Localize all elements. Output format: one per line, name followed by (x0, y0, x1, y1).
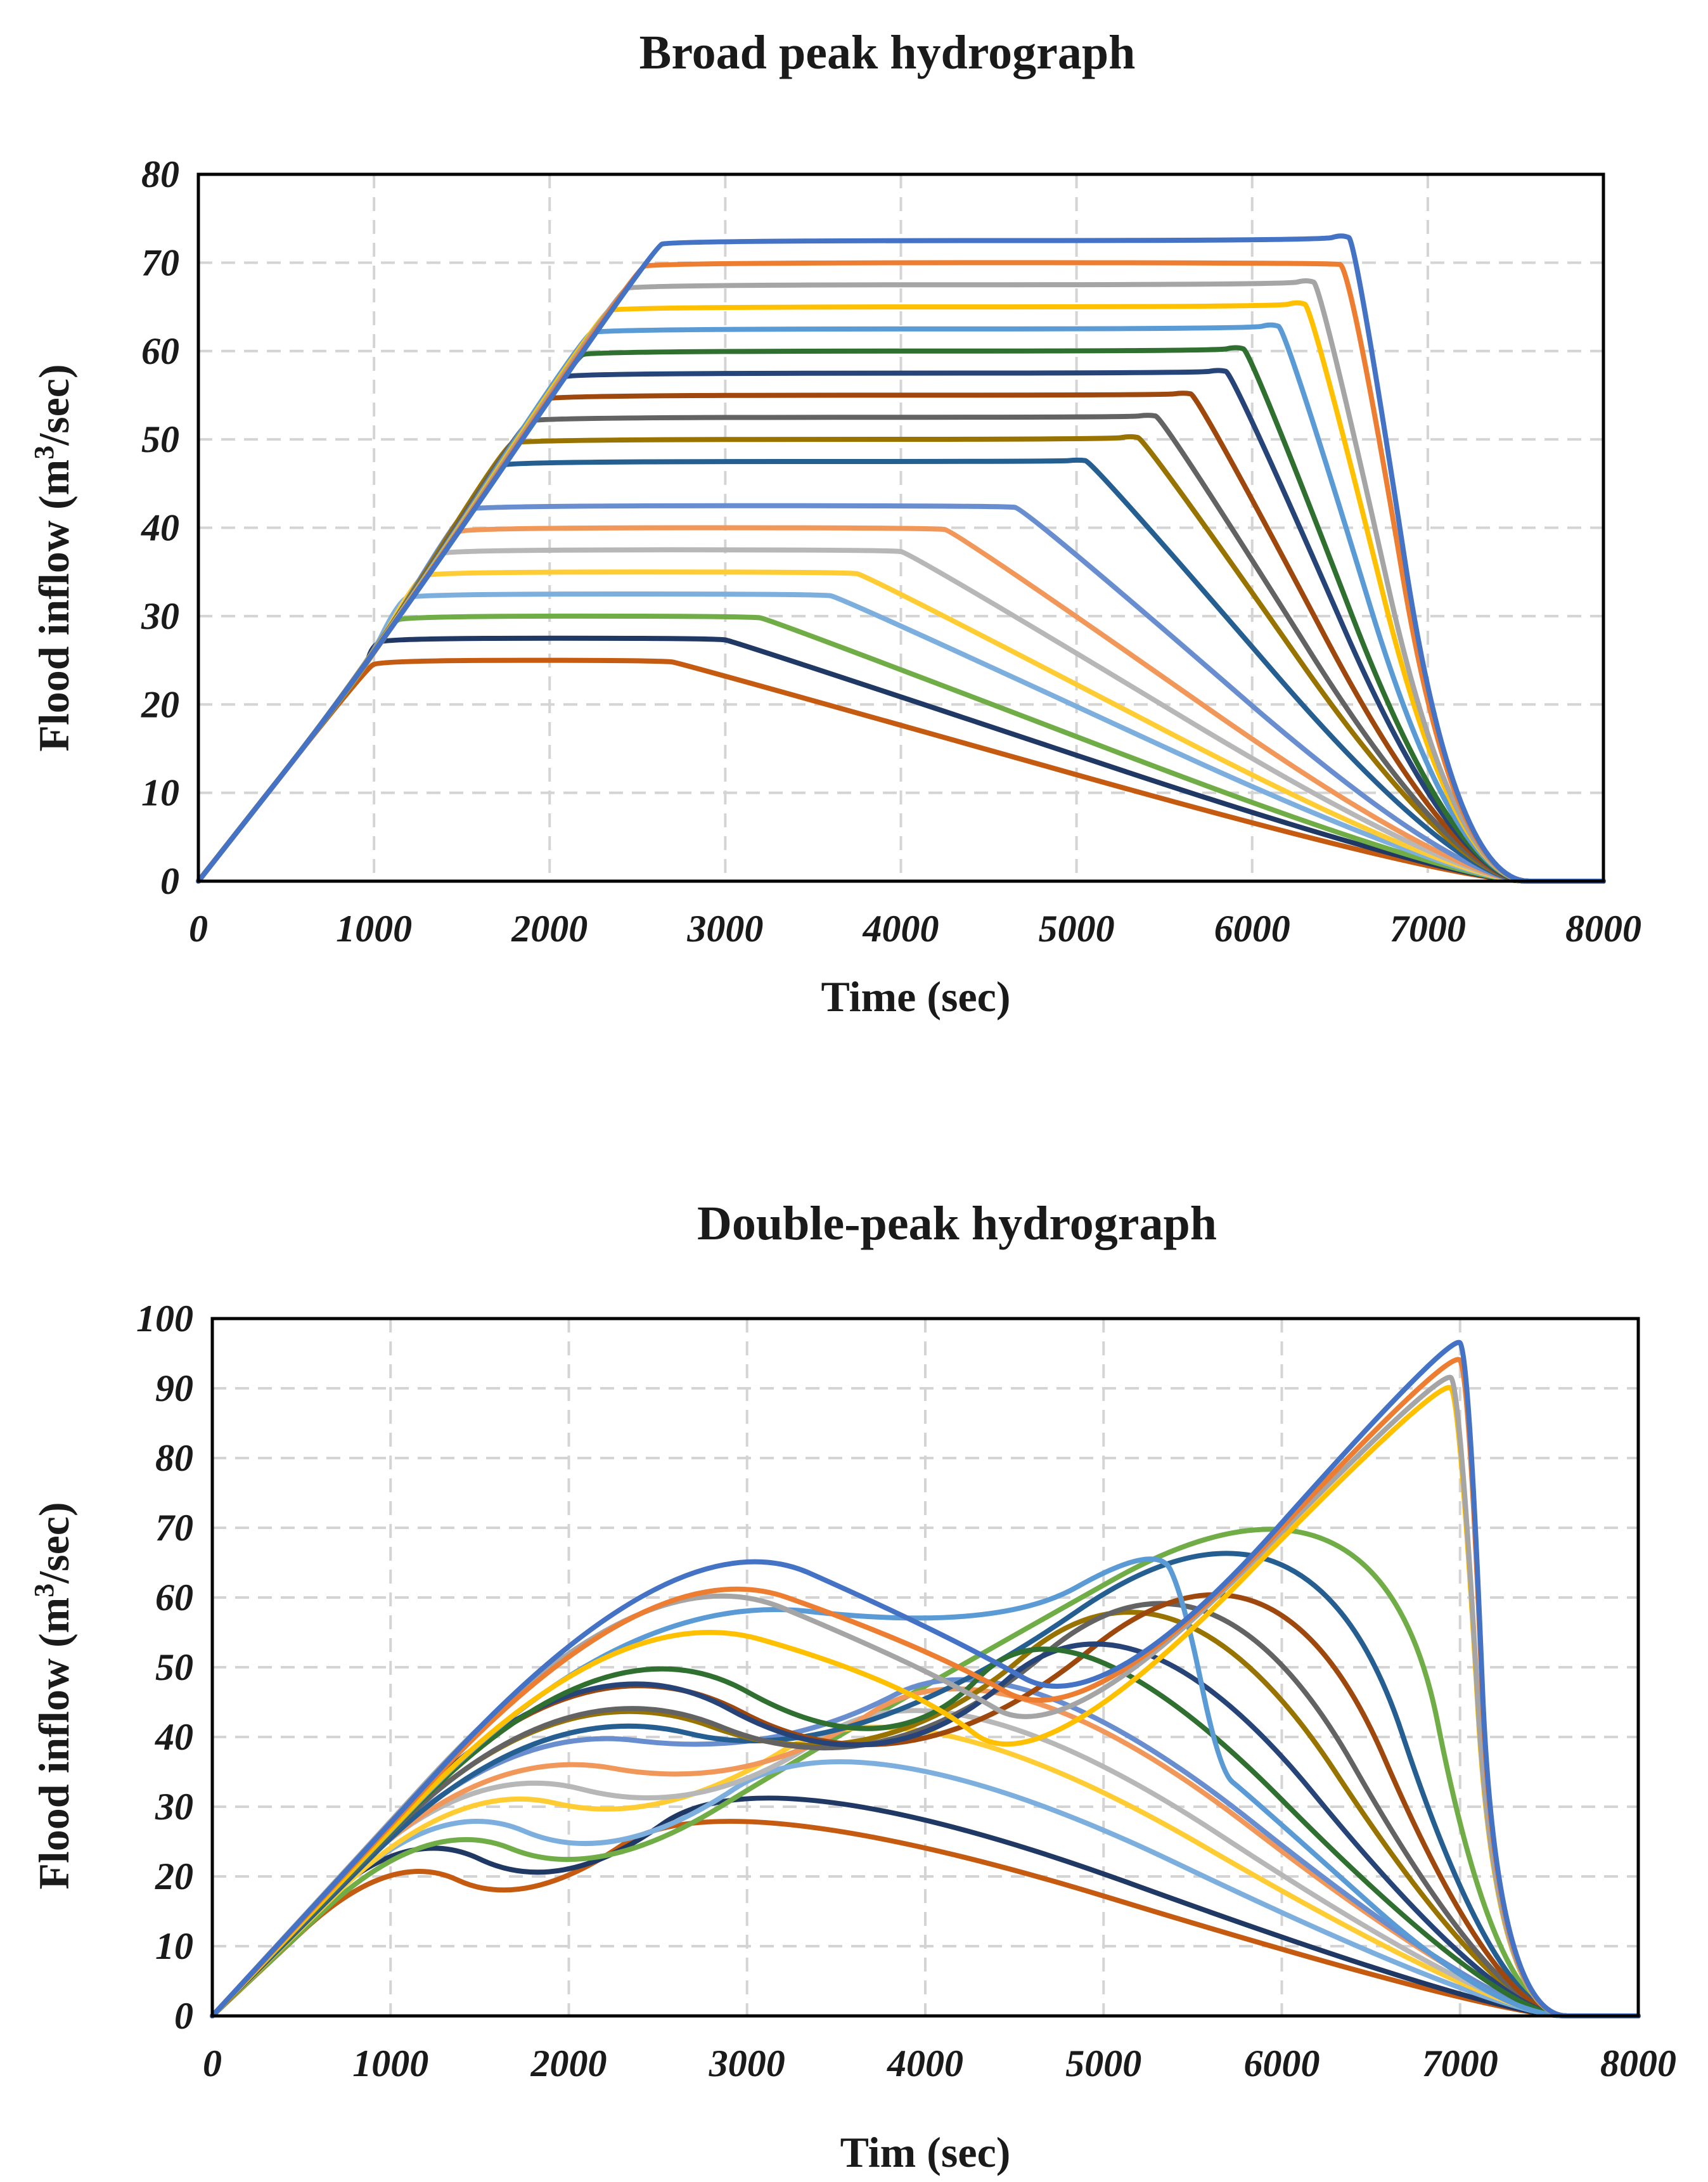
double-peak-y-tick-90: 90 (155, 1367, 193, 1409)
double-peak-y-tick-20: 20 (155, 1856, 193, 1897)
broad-peak-y-tick-20: 20 (141, 683, 179, 725)
broad-peak-x-tick-3000: 3000 (686, 908, 763, 950)
broad-peak-ylabel-main: Flood inflow (m (30, 460, 78, 752)
double-peak-ylabel-main: Flood inflow (m (30, 1598, 78, 1890)
double-peak-series-s6 (210, 1646, 1641, 2018)
broad-peak-x-tick-1000: 1000 (336, 908, 412, 950)
broad-peak-y-tick-40: 40 (141, 507, 179, 549)
double-peak-x-tick-1000: 1000 (352, 2043, 428, 2084)
double-peak-ylabel-sup: 3 (29, 1584, 60, 1598)
broad-peak-y-ticks: 0 10 20 30 40 50 60 70 80 (141, 153, 179, 902)
broad-peak-x-ticks: 0 1000 2000 3000 4000 5000 6000 7000 8000 (189, 908, 1641, 950)
double-peak-series-s17 (210, 1527, 1641, 2018)
double-peak-plot-frame (210, 1317, 1640, 2018)
double-peak-y-tick-80: 80 (155, 1437, 193, 1479)
double-peak-y-ticks: 0 10 20 30 40 50 60 70 80 90 100 (136, 1298, 193, 2037)
broad-peak-y-axis-label: Flood inflow (m3/sec) (29, 364, 78, 751)
broad-peak-x-tick-0: 0 (189, 908, 208, 950)
broad-peak-y-tick-30: 30 (141, 595, 179, 637)
broad-peak-x-axis-label: Time (sec) (821, 972, 1011, 1021)
double-peak-ylabel-end: /sec) (30, 1502, 78, 1584)
double-peak-series-s7 (210, 1641, 1641, 2018)
double-peak-x-tick-2000: 2000 (530, 2043, 607, 2084)
double-peak-y-axis-label: Flood inflow (m3/sec) (29, 1502, 78, 1889)
broad-peak-y-tick-50: 50 (141, 418, 179, 460)
double-peak-x-tick-8000: 8000 (1600, 2043, 1676, 2084)
double-peak-series-s1 (210, 1340, 1641, 2018)
double-peak-y-tick-40: 40 (155, 1716, 193, 1758)
broad-peak-y-tick-10: 10 (141, 772, 179, 814)
double-peak-y-tick-70: 70 (155, 1507, 193, 1549)
double-peak-x-tick-7000: 7000 (1422, 2043, 1498, 2084)
broad-peak-y-tick-80: 80 (141, 153, 179, 195)
double-peak-x-tick-3000: 3000 (709, 2043, 785, 2084)
double-peak-x-tick-6000: 6000 (1244, 2043, 1320, 2084)
double-peak-series-s5 (210, 1556, 1641, 2018)
double-peak-series-s16 (210, 1759, 1641, 2018)
double-peak-x-axis-label: Tim (sec) (840, 2128, 1011, 2176)
broad-peak-y-tick-0: 0 (160, 860, 179, 902)
broad-peak-series-q25 (196, 657, 1606, 884)
double-peak-y-tick-10: 10 (155, 1925, 193, 1967)
broad-peak-x-tick-8000: 8000 (1565, 908, 1641, 950)
double-peak-series-s18 (210, 1795, 1641, 2018)
double-peak-x-tick-4000: 4000 (887, 2043, 963, 2084)
double-peak-y-tick-0: 0 (174, 1995, 193, 2037)
broad-peak-gridlines (198, 174, 1603, 881)
double-peak-title: Double-peak hydrograph (697, 1197, 1217, 1250)
broad-peak-ylabel-sup: 3 (29, 446, 60, 460)
broad-peak-plot-frame (196, 172, 1605, 883)
broad-peak-x-tick-5000: 5000 (1039, 908, 1115, 950)
double-peak-y-tick-30: 30 (155, 1786, 193, 1828)
double-peak-y-tick-60: 60 (155, 1577, 193, 1618)
broad-peak-chart: Broad peak hydrograph 0 1000 2000 3000 4000 5… (29, 26, 1641, 1021)
double-peak-y-tick-100: 100 (136, 1298, 193, 1340)
broad-peak-y-tick-70: 70 (141, 242, 179, 283)
broad-peak-ylabel-end: /sec) (30, 364, 78, 446)
double-peak-y-tick-50: 50 (155, 1646, 193, 1688)
broad-peak-x-tick-4000: 4000 (863, 908, 939, 950)
broad-peak-x-tick-7000: 7000 (1390, 908, 1466, 950)
double-peak-series (210, 1340, 1641, 2018)
double-peak-chart: Double-peak hydrograph 0 1000 2000 3000 4000… (29, 1197, 1676, 2176)
broad-peak-x-tick-6000: 6000 (1214, 908, 1290, 950)
double-peak-series-s19 (210, 1819, 1641, 2018)
broad-peak-title: Broad peak hydrograph (639, 26, 1136, 79)
double-peak-x-tick-0: 0 (203, 2043, 222, 2084)
broad-peak-series (196, 233, 1606, 884)
double-peak-series-s11 (210, 1551, 1641, 2018)
broad-peak-y-tick-60: 60 (141, 330, 179, 372)
double-peak-x-ticks: 0 1000 2000 3000 4000 5000 6000 7000 8000 (203, 2043, 1676, 2084)
double-peak-x-tick-5000: 5000 (1065, 2043, 1141, 2084)
broad-peak-series-q73 (196, 233, 1606, 884)
broad-peak-x-tick-2000: 2000 (511, 908, 588, 950)
